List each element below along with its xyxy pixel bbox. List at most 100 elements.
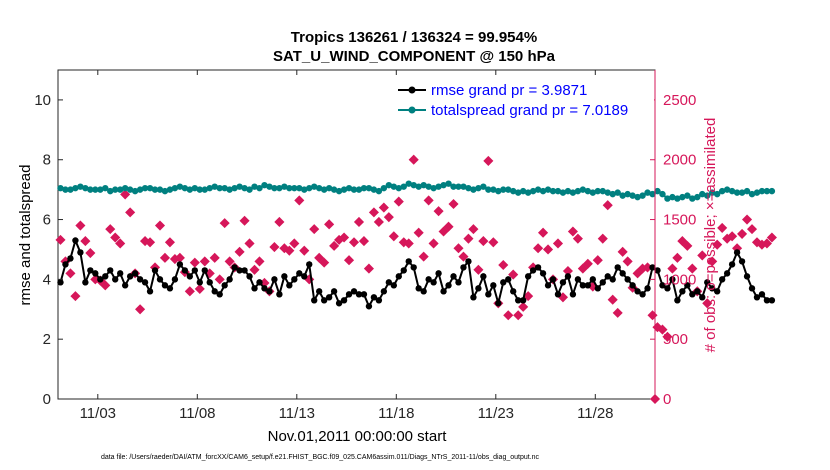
series-rmse-point xyxy=(753,294,761,301)
series-rmse-point xyxy=(629,282,636,289)
obs-point xyxy=(433,206,444,217)
series-totalspread-point xyxy=(191,184,199,192)
series-totalspread-point xyxy=(211,183,218,190)
series-rmse-point xyxy=(738,258,746,265)
obs-point xyxy=(508,269,519,280)
obs-point xyxy=(712,239,723,250)
obs-point xyxy=(269,242,280,253)
series-totalspread-point xyxy=(375,187,383,195)
obs-point xyxy=(677,236,688,247)
series-rmse-point xyxy=(181,267,189,274)
obs-point xyxy=(209,252,220,263)
obs-point xyxy=(184,286,195,297)
obs-point xyxy=(503,310,514,321)
obs-point xyxy=(443,221,454,232)
obs-point xyxy=(80,236,91,247)
series-totalspread-point xyxy=(455,183,462,190)
series-rmse-point xyxy=(440,288,447,295)
series-totalspread-point xyxy=(694,193,701,201)
series-rmse-point xyxy=(460,264,467,271)
series-totalspread-point xyxy=(146,184,154,192)
obs-point xyxy=(219,218,230,229)
x-tick-label: 11/08 xyxy=(179,405,215,422)
plot-layer xyxy=(55,154,777,405)
series-totalspread-point xyxy=(440,181,447,189)
obs-point xyxy=(567,226,578,237)
series-rmse-point xyxy=(161,282,169,289)
series-totalspread-point xyxy=(365,184,373,192)
series-totalspread-point xyxy=(699,190,706,198)
series-rmse-point xyxy=(315,288,323,295)
obs-point xyxy=(339,232,350,243)
obs-point xyxy=(408,154,419,165)
series-rmse-point xyxy=(405,258,412,265)
series-rmse-point xyxy=(320,297,328,304)
series-rmse-point xyxy=(475,285,482,292)
obs-point xyxy=(602,200,613,211)
obs-point xyxy=(483,155,494,166)
series-totalspread-point xyxy=(584,187,592,195)
series-rmse-point xyxy=(694,288,701,295)
series-rmse-point xyxy=(549,276,557,283)
series-totalspread-point xyxy=(246,186,253,193)
series-totalspread-point xyxy=(644,189,651,196)
obs-point xyxy=(164,237,175,248)
obs-point xyxy=(687,263,698,274)
x-tick-label: 11/13 xyxy=(279,405,315,422)
series-rmse-point xyxy=(589,276,597,283)
series-rmse-point xyxy=(112,276,119,283)
series-rmse-point xyxy=(355,291,363,298)
series-rmse-point xyxy=(490,282,497,289)
y-axis-left: 0 2 4 6 8 10 xyxy=(34,92,63,408)
series-totalspread-point xyxy=(345,184,353,192)
series-rmse-point xyxy=(395,273,402,280)
obs-point xyxy=(533,243,544,254)
obs-point xyxy=(393,196,404,207)
series-rmse-point xyxy=(102,273,109,280)
series-rmse-point xyxy=(529,267,537,274)
series-rmse-point xyxy=(131,270,139,277)
chart-title-line1: Tropics 136261 / 136324 = 99.954% xyxy=(291,29,537,46)
series-rmse-point xyxy=(510,288,517,295)
series-totalspread-point xyxy=(335,187,343,195)
obs-point xyxy=(468,224,479,235)
series-totalspread-point xyxy=(480,183,487,190)
chart-title-line2: SAT_U_WIND_COMPONENT @ 150 hPa xyxy=(273,48,556,65)
obs-point xyxy=(154,220,166,231)
series-rmse-point xyxy=(57,279,64,286)
series-totalspread-point xyxy=(102,184,109,192)
series-rmse-point xyxy=(87,267,94,274)
series-totalspread-point xyxy=(539,187,547,195)
series-totalspread-point xyxy=(340,186,348,193)
series-rmse-point xyxy=(584,282,592,289)
series-totalspread-point xyxy=(291,184,298,192)
obs-point xyxy=(135,304,146,315)
series-totalspread-point xyxy=(659,190,666,198)
series-totalspread xyxy=(57,180,776,202)
series-totalspread-point xyxy=(629,192,636,199)
series-totalspread-point xyxy=(589,189,597,196)
obs-point xyxy=(632,268,643,279)
obs-point xyxy=(662,331,673,342)
series-totalspread-point xyxy=(330,186,338,193)
series-rmse-point xyxy=(410,264,417,271)
obs-point xyxy=(523,291,534,302)
series-totalspread-point xyxy=(654,187,661,195)
series-rmse-point xyxy=(92,270,99,277)
series-totalspread-point xyxy=(82,184,89,192)
obs-point xyxy=(597,233,608,244)
series-totalspread-point xyxy=(425,183,432,190)
series-totalspread-point xyxy=(713,190,721,198)
series-totalspread-point xyxy=(350,186,358,193)
series-rmse-point xyxy=(569,291,577,298)
series-totalspread-point xyxy=(206,184,213,192)
series-rmse-point xyxy=(758,291,766,298)
series-totalspread-point xyxy=(62,186,69,193)
series-rmse-point xyxy=(156,276,164,283)
series-rmse-point xyxy=(709,285,716,292)
series-rmse-point xyxy=(390,282,398,289)
series-totalspread-point xyxy=(286,184,293,192)
series-rmse-point xyxy=(271,276,278,283)
series-rmse-point xyxy=(713,288,721,295)
